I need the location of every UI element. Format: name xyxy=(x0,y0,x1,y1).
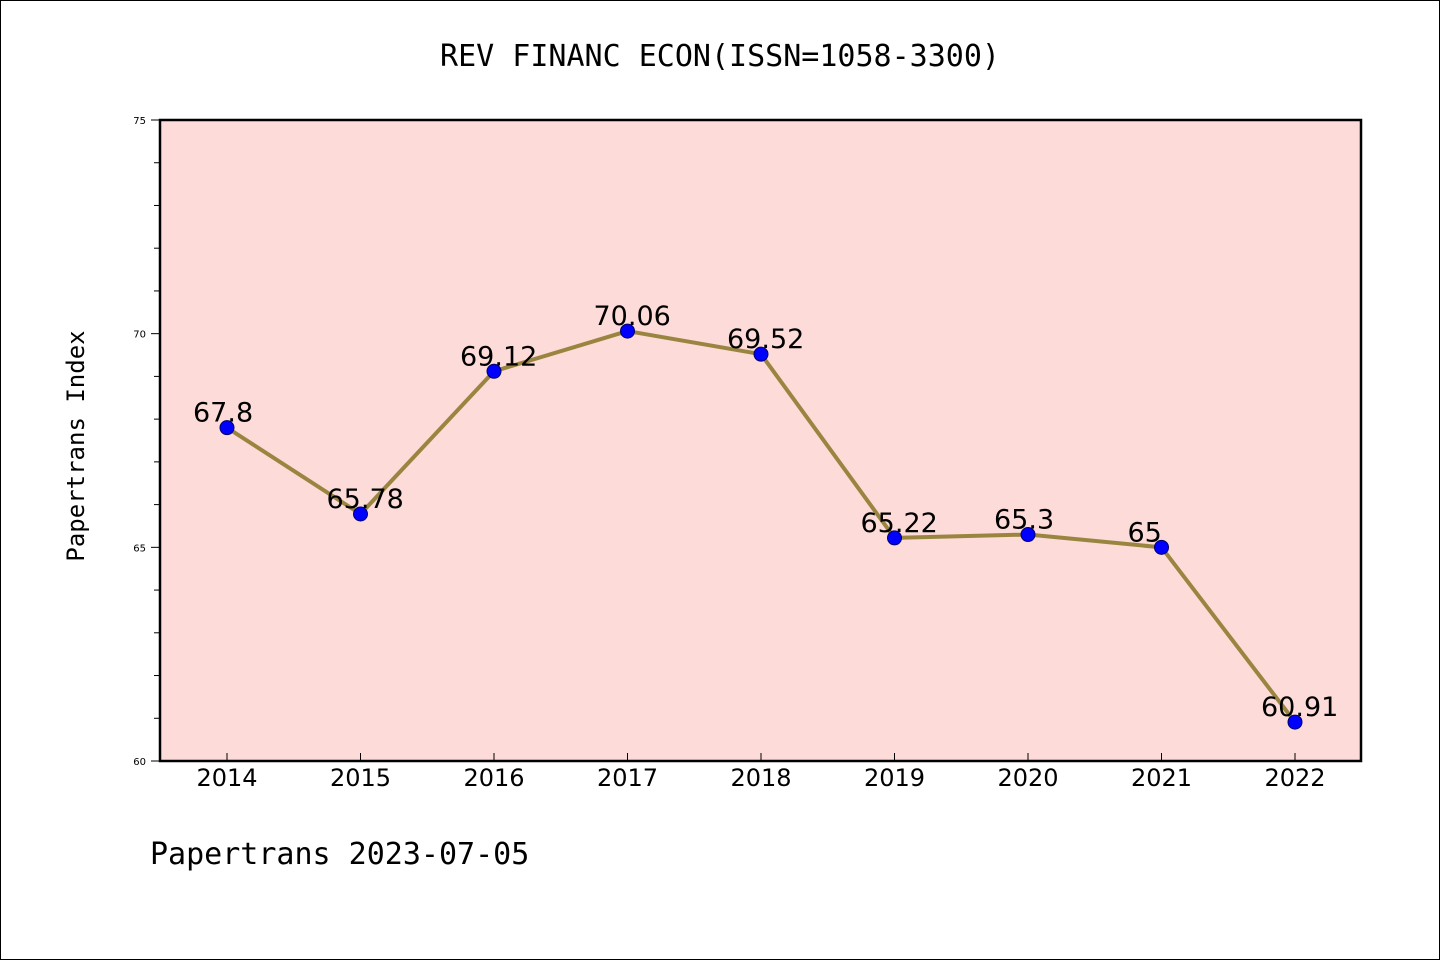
data-label: 69.52 xyxy=(727,324,804,355)
x-axis-ticks: 2014 2015 2016 2017 2018 2019 2020 2021 2022 xyxy=(196,753,1326,792)
data-point xyxy=(753,346,769,362)
data-point xyxy=(1020,527,1036,543)
x-tick-label: 2020 xyxy=(997,764,1058,792)
data-point xyxy=(486,363,502,379)
y-tick-label: 70 xyxy=(133,330,146,341)
chart-title: REV FINANC ECON(ISSN=1058-3300) xyxy=(440,39,1000,74)
data-label: 60.91 xyxy=(1261,692,1338,723)
x-tick-label: 2021 xyxy=(1131,764,1192,792)
y-tick-label: 65 xyxy=(133,543,146,554)
data-labels: 67.8 65.78 69.12 70.06 69.52 65.22 65.3 65 60.91 xyxy=(193,301,1338,723)
data-label: 70.06 xyxy=(594,301,671,332)
data-point xyxy=(1154,539,1169,555)
data-point xyxy=(620,323,635,339)
x-tick-label: 2016 xyxy=(463,764,524,792)
x-tick-label: 2019 xyxy=(864,764,925,792)
data-point xyxy=(353,506,368,522)
data-point xyxy=(219,420,235,436)
series-markers xyxy=(219,323,1303,730)
x-tick-label: 2018 xyxy=(730,764,791,792)
y-tick-label: 60 xyxy=(133,757,146,768)
x-tick-label: 2022 xyxy=(1264,764,1325,792)
data-label: 65.78 xyxy=(327,484,404,515)
plot-area xyxy=(158,118,1363,763)
data-point xyxy=(1287,714,1303,730)
y-tick-label: 75 xyxy=(133,116,146,127)
data-point xyxy=(887,530,902,546)
footer-text: Papertrans 2023-07-05 xyxy=(150,837,529,872)
x-tick-label: 2014 xyxy=(196,764,257,792)
data-label: 65 xyxy=(1128,517,1162,548)
y-axis-ticks: 60 65 70 75 xyxy=(133,116,160,768)
data-label: 67.8 xyxy=(193,398,253,429)
data-label: 65.3 xyxy=(994,505,1054,536)
x-tick-label: 2015 xyxy=(330,764,391,792)
data-label: 65.22 xyxy=(861,508,938,539)
data-label: 69.12 xyxy=(460,341,537,372)
y-axis-label: Papertrans Index xyxy=(62,330,90,561)
x-tick-label: 2017 xyxy=(597,764,658,792)
